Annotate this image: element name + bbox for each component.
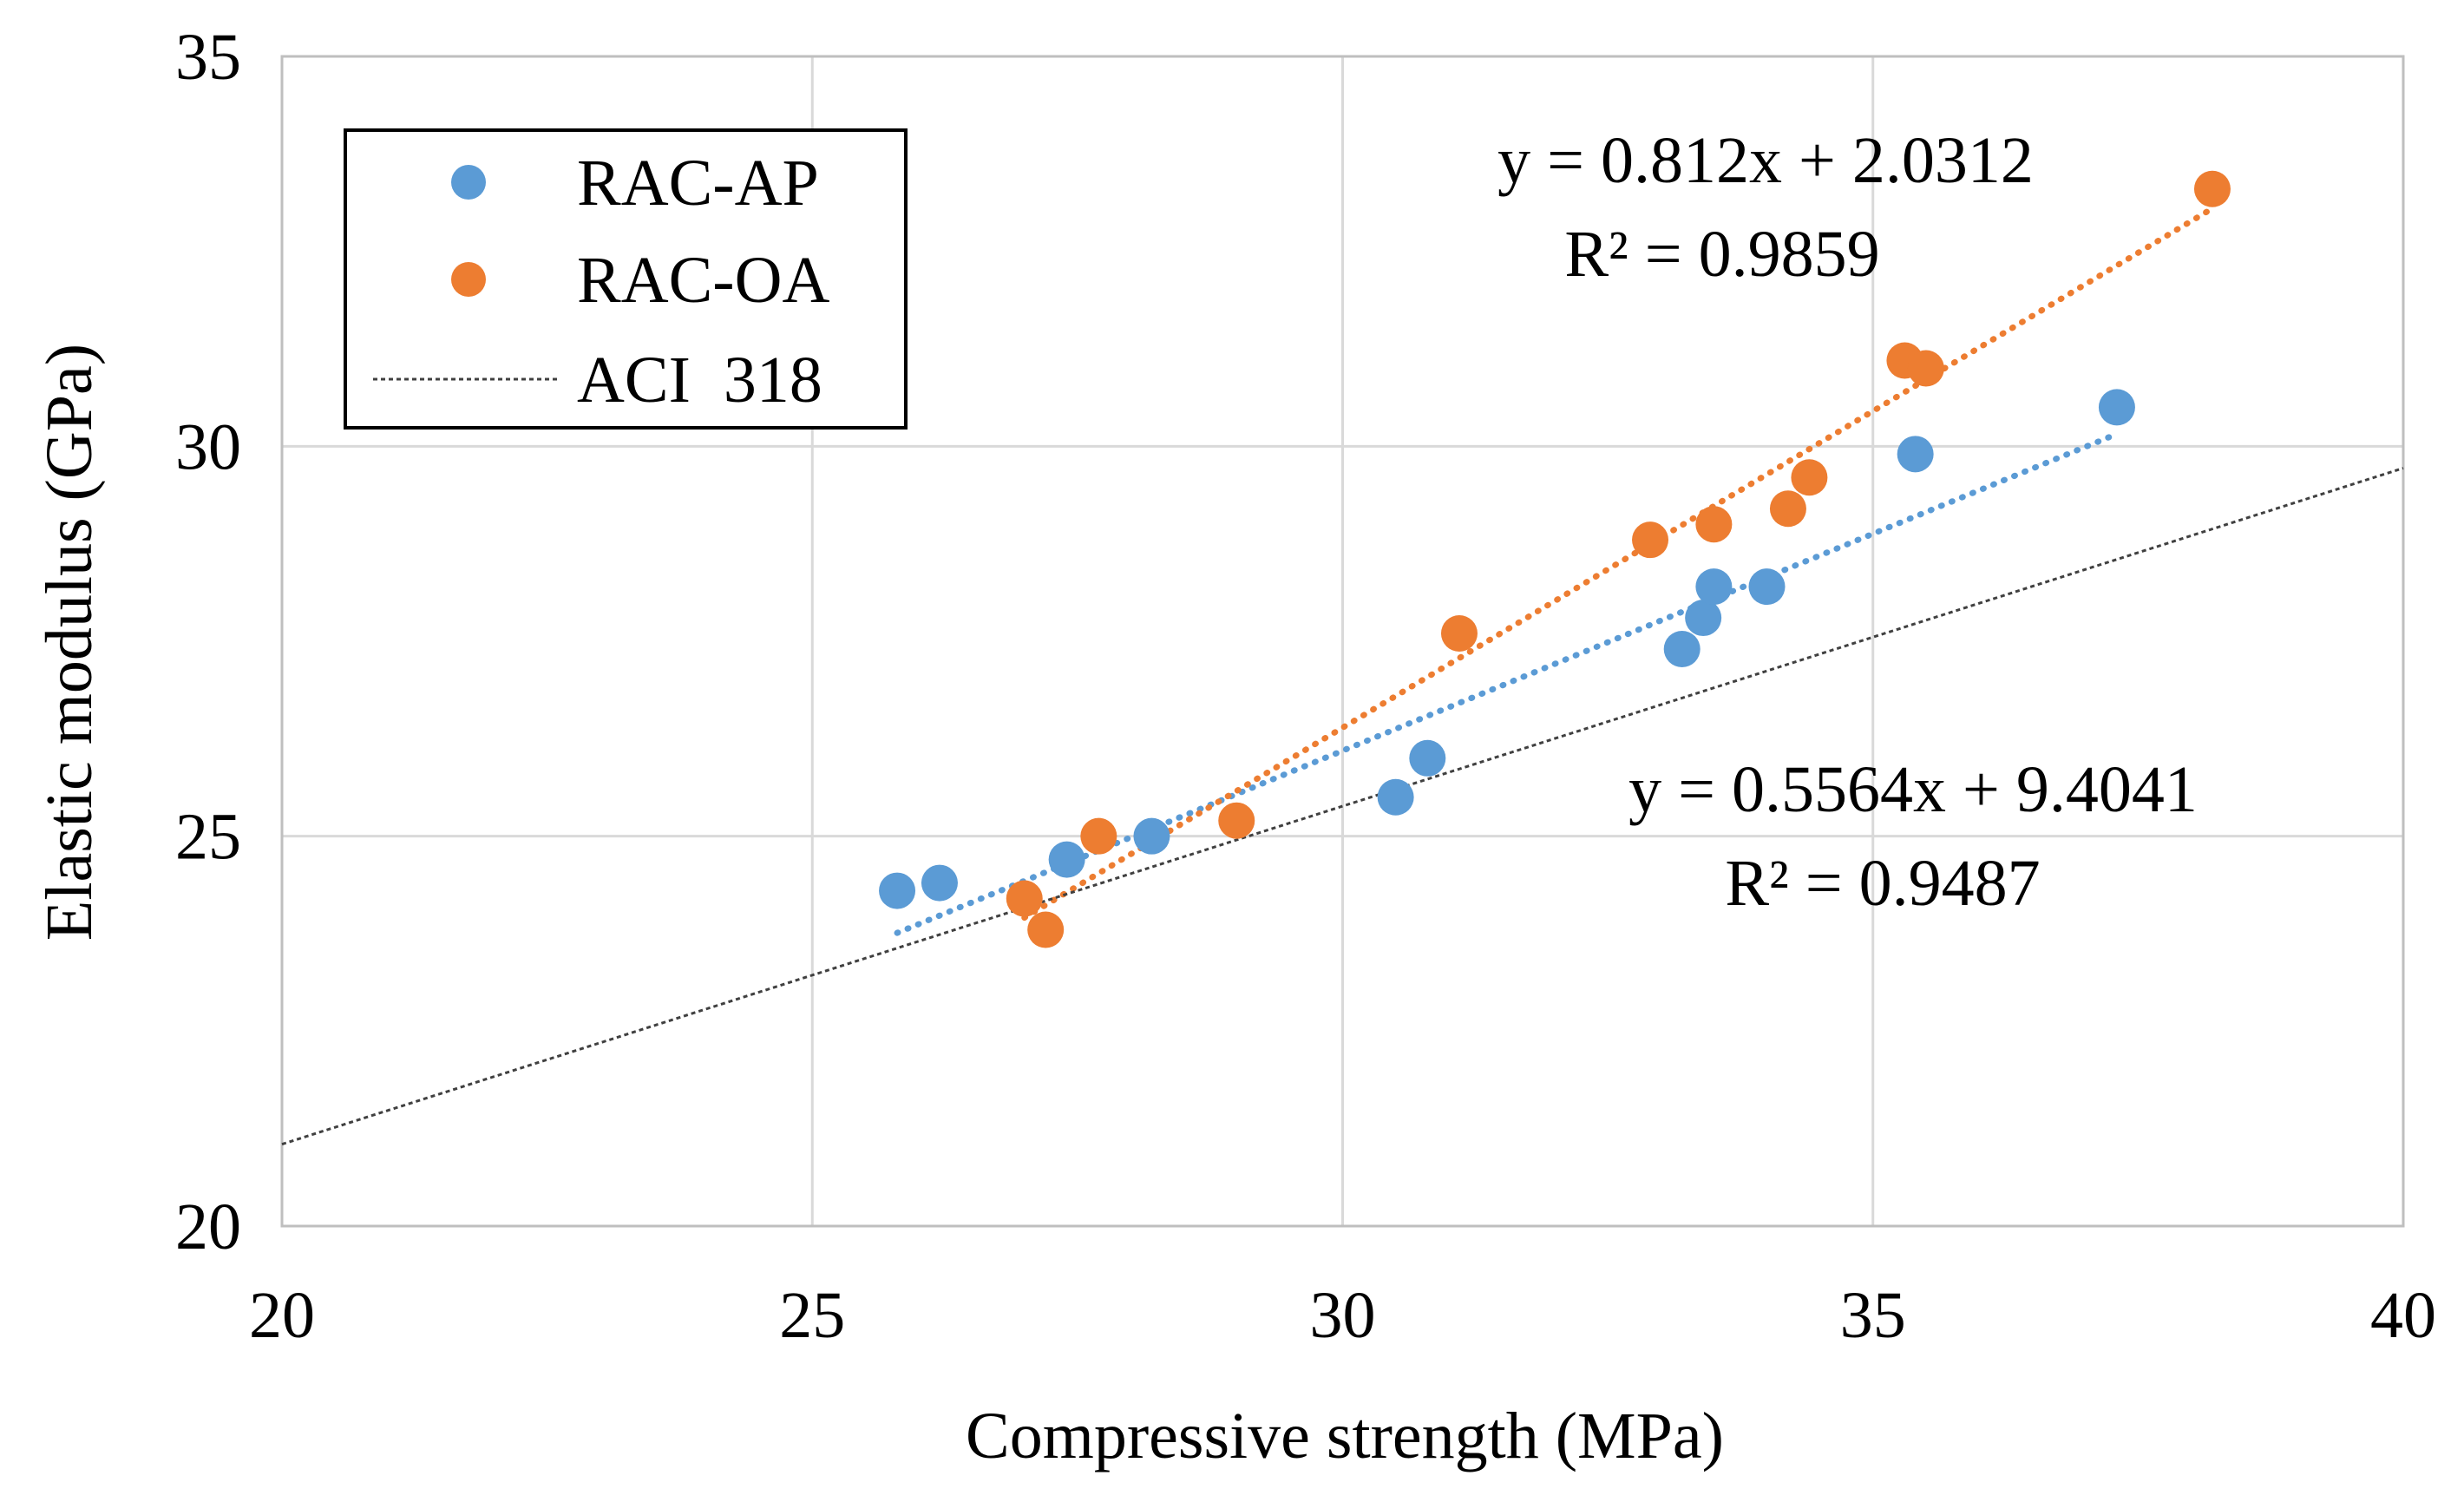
rac-oa-point-11 <box>2193 170 2231 207</box>
legend-marker-rac-oa <box>451 262 486 297</box>
y-axis-title: Elastic modulus (GPa) <box>33 344 106 941</box>
rac-oa-point-8 <box>1791 459 1828 496</box>
rac-ap-equation: y = 0.5564x + 9.4041 <box>1628 753 2198 826</box>
rac-oa-equation: y = 0.812x + 2.0312 <box>1497 124 2034 197</box>
rac-oa-point-5 <box>1632 521 1669 559</box>
rac-oa-point-4 <box>1440 615 1478 653</box>
rac-oa-r-squared: R² = 0.9859 <box>1564 218 1879 291</box>
y-tick-label: 35 <box>175 21 241 94</box>
y-tick-label: 25 <box>175 801 241 874</box>
rac-oa-point-7 <box>1769 490 1806 528</box>
rac-oa-point-2 <box>1080 817 1117 855</box>
rac-ap-point-10 <box>1897 436 1934 473</box>
x-axis-ticks: 20 25 30 35 40 <box>249 1279 2436 1352</box>
aci-318-line-group <box>281 467 2404 1146</box>
x-tick-label: 30 <box>1310 1279 1376 1352</box>
legend-label-aci-318: ACI 318 <box>577 344 822 416</box>
x-tick-label: 25 <box>779 1279 845 1352</box>
rac-ap-point-4 <box>1377 778 1414 816</box>
y-tick-label: 30 <box>175 410 241 483</box>
legend-label-rac-oa: RAC-OA <box>577 244 829 317</box>
y-axis-ticks: 20 25 30 35 <box>175 21 241 1263</box>
rac-ap-r-squared: R² = 0.9487 <box>1725 847 2040 920</box>
x-tick-label: 35 <box>1840 1279 1906 1352</box>
rac-oa-point-1 <box>1027 911 1065 948</box>
x-tick-label: 20 <box>249 1279 315 1352</box>
rac-oa-point-10 <box>1907 350 1944 387</box>
data-points <box>879 170 2231 948</box>
trendlines <box>894 205 2216 936</box>
rac-oa-point-3 <box>1218 802 1255 839</box>
rac-ap-point-11 <box>2098 389 2135 426</box>
rac-ap-point-7 <box>1685 600 1722 637</box>
legend-label-rac-ap: RAC-AP <box>577 147 819 220</box>
legend-marker-rac-ap <box>451 165 486 200</box>
rac-ap-point-3 <box>1133 817 1170 855</box>
rac-ap-point-2 <box>1048 841 1085 878</box>
plot-area <box>280 55 2405 1228</box>
trendline-rac-oa <box>1021 205 2216 922</box>
aci-318-line <box>281 467 2404 1146</box>
y-tick-label: 20 <box>175 1190 241 1263</box>
rac-ap-point-0 <box>879 872 916 909</box>
rac-ap-point-6 <box>1663 630 1701 667</box>
x-tick-label: 40 <box>2370 1279 2436 1352</box>
rac-oa-point-0 <box>1006 880 1043 917</box>
rac-ap-point-9 <box>1748 568 1786 606</box>
legend: RAC-AP RAC-OA ACI 318 <box>344 128 908 430</box>
rac-ap-point-1 <box>921 864 958 902</box>
rac-ap-point-5 <box>1409 739 1446 777</box>
rac-ap-point-8 <box>1695 568 1733 606</box>
rac-oa-point-6 <box>1695 506 1733 543</box>
x-axis-title: Compressive strength (MPa) <box>966 1400 1724 1472</box>
